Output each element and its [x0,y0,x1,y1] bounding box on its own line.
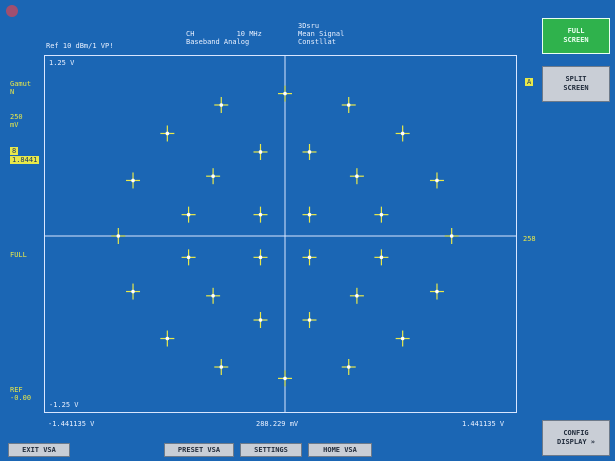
constellation-point [253,312,268,329]
constellation-point [160,330,175,347]
constellation-point [214,359,229,376]
constellation-point [395,125,410,142]
constellation-plot: 1.25 V -1.25 V [44,55,517,413]
constellation-point [302,206,317,223]
constellation-point [374,206,389,223]
constellation-point [206,287,221,304]
constellation-point [253,143,268,160]
constellation-point [278,85,292,102]
channel-info-label: CH 10 MHz Baseband Analog [186,30,262,46]
constellation-point [160,125,175,142]
constellation-point [253,206,268,223]
preset-vsa-button[interactable]: PRESET VSA [164,443,234,457]
y-bottom-label: -1.25 V [49,401,79,409]
x-center-label: 288.229 mV [256,420,299,428]
gamut-label: Gamut N [10,80,32,96]
full-screen-button[interactable]: FULL SCREEN [542,18,610,54]
constellation-point [111,228,126,244]
constellation-point [214,96,229,113]
constellation-point [278,370,292,387]
right-reference-label: 258 [523,235,536,243]
config-display-button[interactable]: CONFIG DISPLAY » [542,420,610,456]
constellation-point [126,283,141,300]
constellation-point [253,249,268,266]
constellation-point [181,249,196,266]
constellation-point [302,312,317,329]
x-left-label: -1.441135 V [48,420,95,428]
constellation-point [374,249,389,266]
full-label: FULL [10,251,27,259]
reference-level-label: Ref 10 dBm/1 VP! [46,42,114,50]
constellation-point [444,228,459,244]
constellation-point [341,359,356,376]
constellation-point [395,330,410,347]
y-top-label: 1.25 V [49,59,75,67]
constellation-point [341,96,356,113]
instrument-logo-icon [6,5,18,17]
full-screen-label: FULL SCREEN [563,27,589,44]
constellation-svg [45,56,516,412]
constellation-point [126,172,141,189]
config-display-label: CONFIG DISPLAY » [557,429,595,446]
measurement-info-label: 3Dsru Mean Signal Constllat [298,22,345,46]
constellation-point [349,168,364,185]
split-screen-button[interactable]: SPLIT SCREEN [542,66,610,102]
exit-vsa-button[interactable]: EXIT VSA [8,443,70,457]
constellation-point [429,172,444,189]
constellation-point [181,206,196,223]
constellation-point [349,287,364,304]
scale-small-box: 8 [10,147,19,155]
scale-value-box[interactable]: 1.8441 [10,156,40,164]
constellation-point [302,249,317,266]
constellation-point [206,168,221,185]
settings-button[interactable]: SETTINGS [240,443,302,457]
home-vsa-button[interactable]: HOME VSA [308,443,372,457]
marker-a-tag: A [525,78,534,86]
constellation-point [302,143,317,160]
x-right-label: 1.441135 V [462,420,505,428]
scale-label: 250 mV [10,113,23,129]
constellation-point [429,283,444,300]
split-screen-label: SPLIT SCREEN [563,75,589,92]
reference-offset-label: REF -0.00 [10,386,32,402]
